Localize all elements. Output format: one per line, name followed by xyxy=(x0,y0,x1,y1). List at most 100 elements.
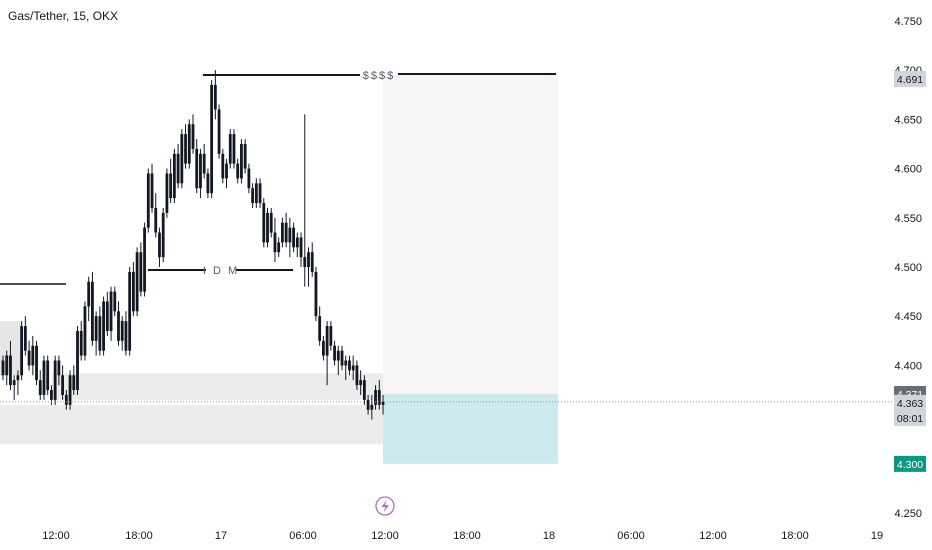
candle-body xyxy=(76,330,79,391)
candle-body xyxy=(236,163,240,179)
high-price-badge-bg xyxy=(894,70,926,87)
candle-body xyxy=(321,340,325,356)
lower-zone xyxy=(0,404,401,445)
candle-body xyxy=(314,271,318,317)
time-tick-label: 12:00 xyxy=(42,530,70,542)
time-axis: 12:00 18:00 17 06:00 12:00 18:00 18 06:00 12:00 1… xyxy=(42,530,883,542)
candle-body xyxy=(50,390,53,400)
candle-body xyxy=(20,326,24,376)
candle-body xyxy=(139,252,143,292)
candle-body xyxy=(102,301,105,351)
candle-body xyxy=(362,380,366,400)
candle-body xyxy=(359,380,363,386)
candle-body xyxy=(135,252,139,312)
candle-body xyxy=(213,84,217,110)
candle-body xyxy=(247,168,251,189)
candle-body xyxy=(94,316,98,341)
candle-body xyxy=(284,222,288,243)
candle-body xyxy=(53,360,57,400)
candle-body xyxy=(154,207,158,233)
target-price-badge: 4.300 xyxy=(897,459,923,471)
candle-body xyxy=(221,153,225,179)
candle-body xyxy=(35,345,38,381)
drawing-lines-layer: $$$$ I D M xyxy=(0,70,892,403)
time-tick-label: 12:00 xyxy=(371,530,399,542)
risk-zone xyxy=(383,75,558,394)
candle-body xyxy=(307,252,310,267)
time-tick-label: 18:00 xyxy=(781,530,809,542)
price-tick-label: 4.450 xyxy=(894,311,922,323)
lightning-bolt-icon[interactable] xyxy=(375,496,395,516)
price-tick-label: 4.500 xyxy=(894,262,922,274)
candle-body xyxy=(232,134,236,164)
price-tick-label: 4.600 xyxy=(894,164,922,176)
candle-body xyxy=(131,271,135,312)
time-tick-label: 12:00 xyxy=(699,530,727,542)
candle-body xyxy=(165,173,169,213)
candle-body xyxy=(117,311,120,341)
candle-body xyxy=(176,153,180,184)
candle-body xyxy=(42,360,46,395)
candle-body xyxy=(172,153,176,199)
candle-body xyxy=(12,380,16,386)
bar-countdown-badge: 08:01 xyxy=(897,413,923,425)
candle-body xyxy=(295,237,299,248)
chart-title: Gas/Tether, 15, OKX xyxy=(8,9,119,23)
liquidity-label: $$$$ xyxy=(363,70,395,82)
last-price-badge-bg xyxy=(894,394,926,411)
candle-body xyxy=(281,222,284,243)
candle-body xyxy=(61,375,65,395)
candle-body xyxy=(68,375,72,405)
candle-body xyxy=(79,330,83,356)
candle-body xyxy=(143,227,146,292)
candle-body xyxy=(266,212,269,243)
candle-body xyxy=(38,380,42,395)
time-tick-label: 19 xyxy=(871,530,883,542)
candle-body xyxy=(91,281,94,341)
candle-body xyxy=(9,355,12,386)
candle-body xyxy=(180,134,184,184)
candle-body xyxy=(161,212,165,258)
candle-body xyxy=(206,173,210,194)
candle-body xyxy=(158,232,161,258)
candle-body xyxy=(366,399,370,410)
last-price-badge: 4.363 xyxy=(897,398,923,410)
candle-body xyxy=(225,163,228,179)
candle-body xyxy=(377,390,381,405)
candle-body xyxy=(303,257,307,267)
candle-body xyxy=(228,134,232,164)
candle-body xyxy=(348,360,351,371)
candle-body xyxy=(288,227,292,243)
candle-body xyxy=(269,212,273,233)
candle-body xyxy=(23,326,27,351)
bar-countdown-badge-bg xyxy=(894,409,926,426)
candle-body xyxy=(299,237,303,258)
candle-body xyxy=(370,404,374,410)
candle-body xyxy=(210,84,214,194)
candle-body xyxy=(128,271,132,351)
candles-layer xyxy=(1,70,385,420)
candle-body xyxy=(87,281,91,307)
candle-body xyxy=(273,232,277,253)
candle-body xyxy=(16,375,20,381)
candle-body xyxy=(310,252,314,272)
candle-body xyxy=(195,148,199,189)
candle-body xyxy=(150,173,154,208)
reward-zone xyxy=(383,393,558,464)
candle-body xyxy=(124,321,128,351)
candle-body xyxy=(98,316,102,351)
candle-body xyxy=(72,375,76,391)
candle-body xyxy=(262,203,266,243)
time-tick-label: 06:00 xyxy=(289,530,317,542)
candle-body xyxy=(146,173,150,228)
candle-body xyxy=(191,124,195,149)
candle-body xyxy=(169,173,173,199)
candle-body xyxy=(333,345,336,361)
candle-body xyxy=(254,183,258,204)
target-price-badge-bg xyxy=(894,455,926,472)
candle-body xyxy=(318,316,322,341)
candle-body xyxy=(1,360,5,376)
idm-label: I D M xyxy=(203,265,239,277)
